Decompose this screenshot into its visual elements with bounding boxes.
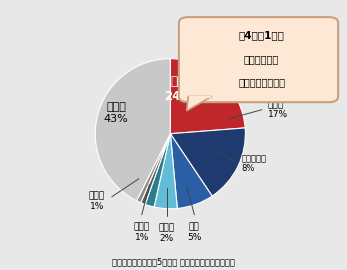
Wedge shape: [137, 134, 170, 203]
Polygon shape: [189, 96, 211, 98]
Text: 心疾患
17%: 心疾患 17%: [268, 100, 288, 119]
Wedge shape: [170, 128, 245, 196]
Wedge shape: [170, 59, 245, 134]
Text: 脳血管疾患
8%: 脳血管疾患 8%: [242, 154, 266, 173]
Text: その他
43%: その他 43%: [104, 102, 129, 123]
Polygon shape: [187, 97, 212, 111]
Text: 腎不全
2%: 腎不全 2%: [159, 224, 175, 243]
Text: 肺炎
5%: 肺炎 5%: [187, 222, 202, 242]
Text: がん
24%: がん 24%: [164, 75, 192, 103]
FancyBboxPatch shape: [179, 17, 338, 102]
Wedge shape: [95, 59, 170, 201]
Wedge shape: [145, 134, 170, 207]
Text: がんが原因で: がんが原因で: [244, 55, 279, 65]
Wedge shape: [141, 134, 170, 204]
Text: 糖尿病
1%: 糖尿病 1%: [88, 192, 104, 211]
Text: 剘4人に1人が: 剘4人に1人が: [239, 30, 285, 40]
Text: 松山市保健所「令和5年度版 保健衛生年報」から作成: 松山市保健所「令和5年度版 保健衛生年報」から作成: [112, 257, 235, 266]
Text: 亡くなっています: 亡くなっています: [238, 77, 285, 87]
Text: 肝疾患
1%: 肝疾患 1%: [134, 222, 150, 242]
Wedge shape: [154, 134, 177, 209]
Wedge shape: [170, 134, 212, 208]
